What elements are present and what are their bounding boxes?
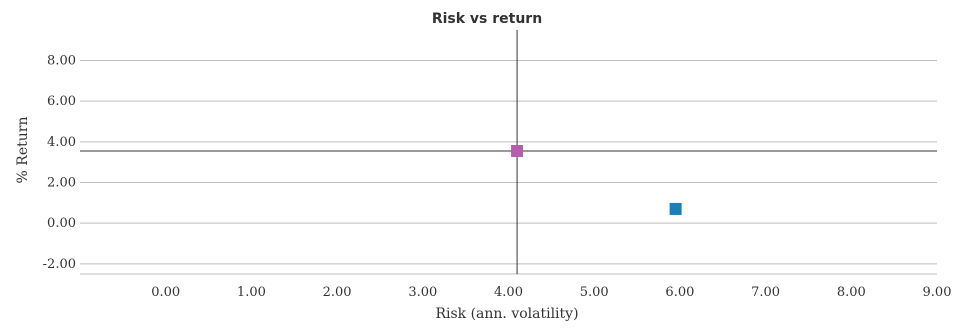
- data-point-1[interactable]: [511, 144, 524, 157]
- reference-lines: [80, 30, 937, 274]
- y-tick-label: 6.00: [47, 94, 76, 109]
- x-tick-label: 6.00: [665, 285, 694, 300]
- y-axis-label: % Return: [15, 117, 31, 184]
- x-tick-label: 7.00: [751, 285, 780, 300]
- x-axis-label: Risk (ann. volatility): [435, 306, 578, 322]
- data-points: [511, 144, 682, 215]
- y-tick-label: 4.00: [47, 135, 76, 150]
- y-tick-label: 8.00: [47, 54, 76, 69]
- x-tick-label: 9.00: [923, 285, 952, 300]
- x-tick-label: 2.00: [323, 285, 352, 300]
- x-tick-label: 0.00: [151, 285, 180, 300]
- x-tick-label: 3.00: [408, 285, 437, 300]
- grid-layer: [80, 60, 937, 275]
- data-point-2[interactable]: [669, 202, 682, 215]
- y-tick-label: 0.00: [47, 216, 76, 231]
- x-tick-label: 1.00: [237, 285, 266, 300]
- x-tick-label: 4.00: [494, 285, 523, 300]
- x-tick-label: 5.00: [580, 285, 609, 300]
- y-tick-label: 2.00: [47, 176, 76, 191]
- chart-title: Risk vs return: [432, 11, 542, 27]
- y-tick-label: -2.00: [43, 257, 76, 272]
- x-axis-ticks: 0.00 1.00 2.00 3.00 4.00 5.00 6.00 7.00 8.00 9.00: [151, 285, 951, 300]
- x-tick-label: 8.00: [837, 285, 866, 300]
- y-axis-ticks: -2.00 0.00 2.00 4.00 6.00 8.00: [43, 54, 76, 272]
